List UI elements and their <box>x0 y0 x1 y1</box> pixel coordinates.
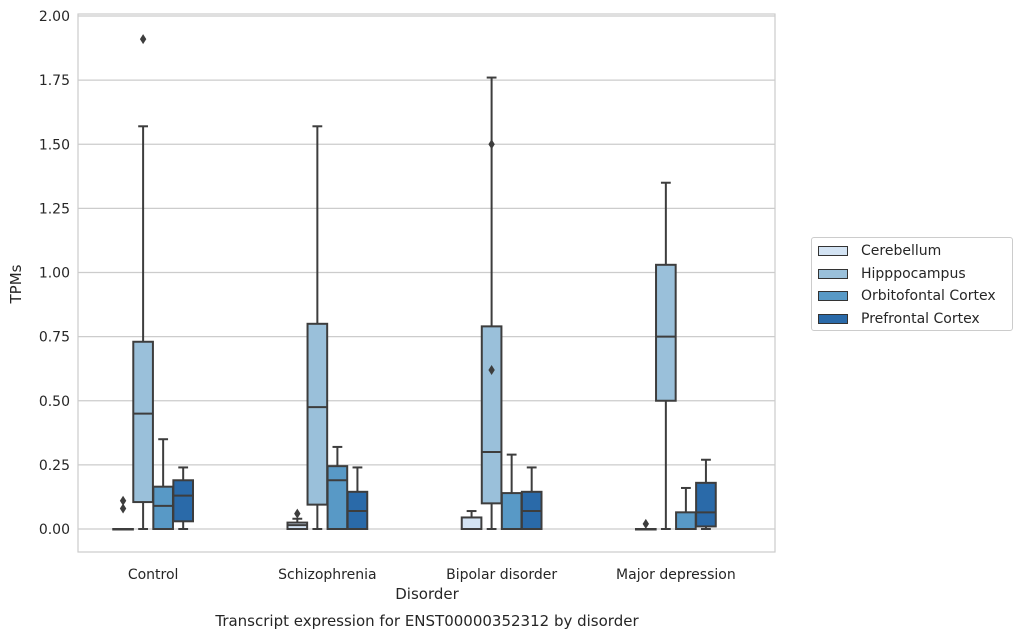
x-tick-label: Control <box>128 567 179 583</box>
y-tick-label: 1.75 <box>39 73 70 89</box>
box-orbitofontal-cortex <box>152 438 174 530</box>
box-iqr <box>306 322 329 506</box>
box-cerebellum <box>286 508 309 531</box>
y-tick-labels: 0.00 0.25 0.50 0.75 1.00 1.25 1.50 1.75 2.00 <box>39 9 70 538</box>
x-tick-label: Schizophrenia <box>278 567 376 583</box>
legend-label: Cerebellum <box>861 243 942 260</box>
boxes <box>112 34 717 531</box>
x-tick-labels: Control Schizophrenia Bipolar disorder Majo… <box>128 567 736 583</box>
box-hipppocampus <box>655 181 677 530</box>
box-hipppocampus <box>480 76 503 530</box>
box-prefrontal-cortex <box>172 466 195 530</box>
box-iqr <box>172 479 195 523</box>
y-tick-label: 1.00 <box>39 266 70 282</box>
box-iqr <box>655 263 677 402</box>
box-orbitofontal-cortex <box>326 445 349 530</box>
outlier-point <box>139 34 147 45</box>
plot-frame <box>77 13 776 553</box>
legend-item: Cerebellum <box>818 240 1012 263</box>
legend-label: Orbitofontal Cortex <box>861 288 996 305</box>
box-prefrontal-cortex <box>695 458 717 530</box>
legend-swatch <box>818 268 848 279</box>
outlier-point <box>294 508 301 519</box>
box-orbitofontal-cortex <box>675 486 697 531</box>
outlier-point <box>488 139 495 150</box>
legend-label: Hipppocampus <box>861 265 966 282</box>
box-prefrontal-cortex <box>520 466 543 530</box>
outlier-point <box>642 518 650 529</box>
x-tick-label: Major depression <box>616 567 736 583</box>
x-tick-label: Bipolar disorder <box>446 567 557 583</box>
box-iqr <box>500 492 523 530</box>
box-cerebellum <box>112 495 134 531</box>
box-hipppocampus <box>132 34 154 530</box>
box-orbitofontal-cortex <box>500 453 523 530</box>
box-iqr <box>480 325 503 505</box>
box-iqr <box>326 465 349 530</box>
y-tick-label: 0.75 <box>39 330 70 346</box>
y-tick-label: 0.25 <box>39 458 70 474</box>
legend: Cerebellum Hipppocampus Orbitofontal Corte… <box>811 237 1013 331</box>
x-axis-title: Disorder <box>395 585 459 603</box>
y-tick-label: 2.00 <box>39 9 70 25</box>
chart-title: Transcript expression for ENST0000035231… <box>214 612 639 630</box>
box-iqr <box>695 481 717 528</box>
y-tick-label: 0.00 <box>39 522 70 538</box>
box-prefrontal-cortex <box>346 466 369 530</box>
y-tick-label: 0.50 <box>39 394 70 410</box>
outlier-point <box>488 364 495 375</box>
legend-item: Prefrontal Cortex <box>818 308 1012 331</box>
grid-lines <box>78 15 775 530</box>
box-iqr <box>460 516 483 531</box>
box-iqr <box>132 340 154 504</box>
legend-swatch <box>818 291 848 302</box>
box-cerebellum <box>634 518 657 531</box>
box-hipppocampus <box>306 125 329 530</box>
legend-item: Hipppocampus <box>818 263 1012 286</box>
outlier-point <box>119 503 127 514</box>
y-tick-label: 1.25 <box>39 201 70 217</box>
box-iqr <box>152 485 174 530</box>
legend-label: Prefrontal Cortex <box>861 310 980 327</box>
box-iqr <box>675 511 697 531</box>
box-cerebellum <box>460 510 483 531</box>
legend-item: Orbitofontal Cortex <box>818 285 1012 308</box>
y-tick-label: 1.50 <box>39 137 70 153</box>
legend-swatch <box>818 313 848 324</box>
outlier-point <box>119 495 127 506</box>
legend-swatch <box>818 246 848 257</box>
y-axis-title: TPMs <box>7 264 25 304</box>
